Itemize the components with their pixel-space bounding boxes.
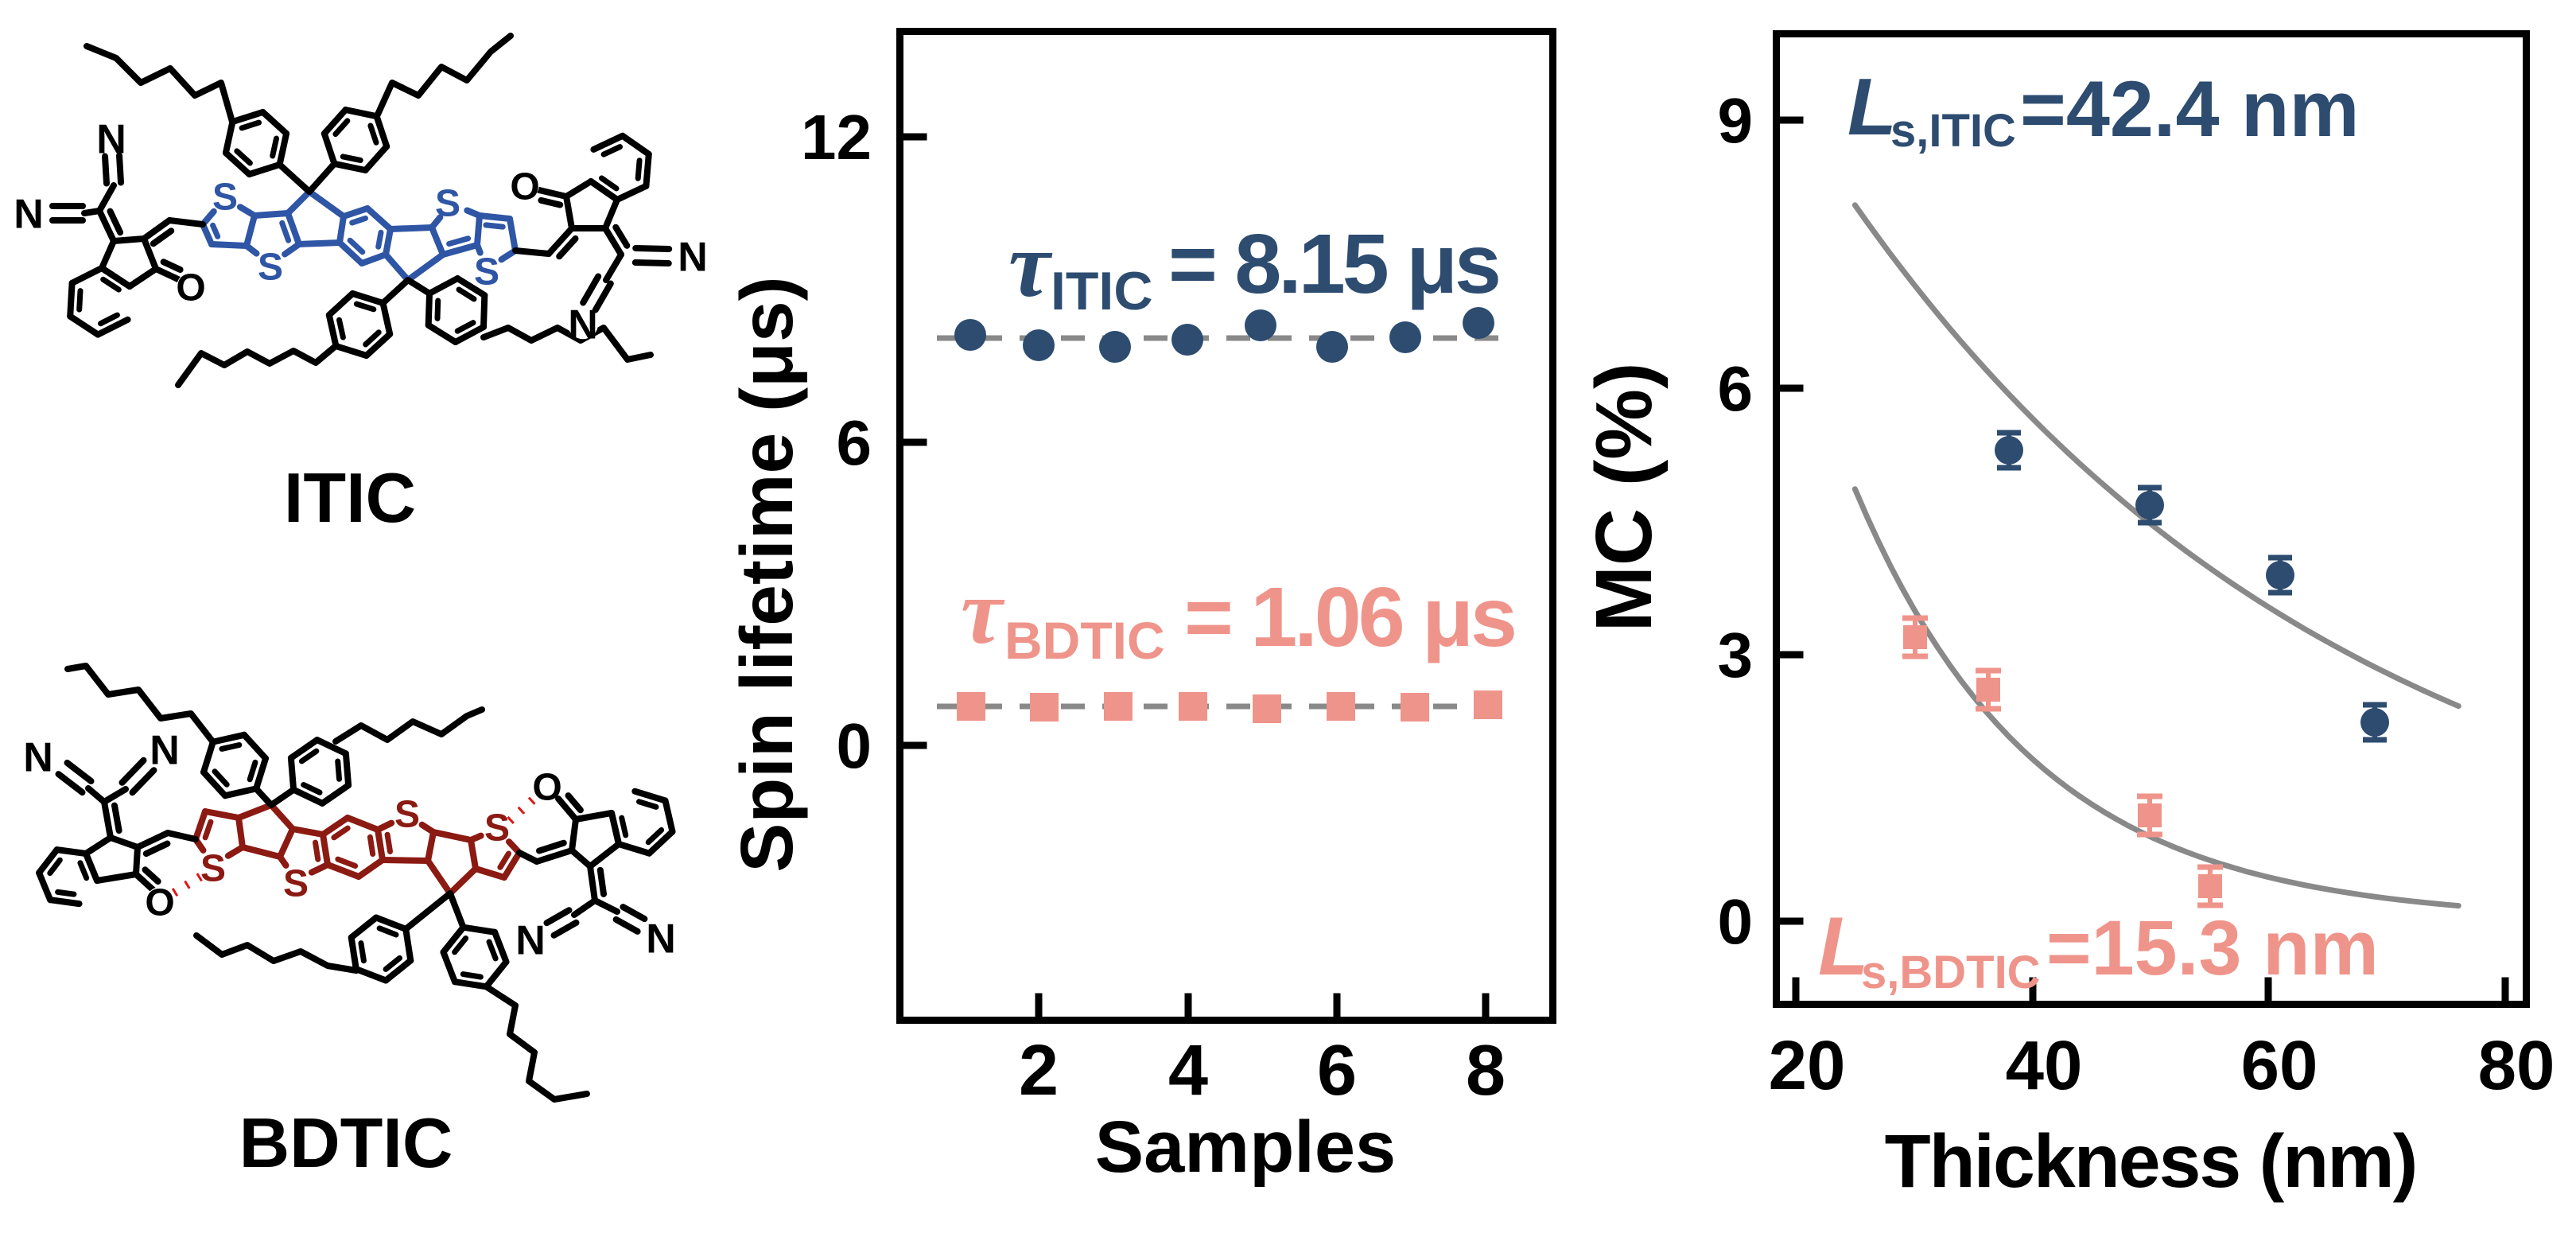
svg-text:S: S	[200, 847, 226, 889]
svg-text:MC (%): MC (%)	[1579, 363, 1669, 632]
svg-text:Samples: Samples	[1095, 1107, 1396, 1188]
svg-text:N: N	[23, 735, 53, 781]
svg-text:S: S	[484, 807, 510, 849]
svg-text:S: S	[394, 793, 420, 835]
svg-text:3: 3	[1718, 620, 1754, 690]
svg-text:N: N	[568, 302, 598, 348]
svg-text:60: 60	[2241, 1027, 2318, 1104]
svg-text:Spin lifetime (μs): Spin lifetime (μs)	[725, 276, 808, 872]
svg-text:80: 80	[2478, 1027, 2555, 1104]
svg-text:=42.4 nm: =42.4 nm	[2020, 64, 2360, 153]
svg-text:6: 6	[1718, 353, 1754, 424]
svg-text:N: N	[14, 192, 44, 238]
svg-text:τ: τ	[1008, 212, 1053, 317]
svg-text:O: O	[145, 881, 174, 924]
svg-text:8: 8	[1466, 1031, 1506, 1111]
svg-text:4: 4	[1168, 1031, 1208, 1111]
svg-text:O: O	[510, 165, 539, 208]
svg-text:s,ITIC: s,ITIC	[1890, 105, 2016, 157]
svg-text:0: 0	[1718, 886, 1754, 957]
svg-text:= 8.15 μs: = 8.15 μs	[1168, 217, 1498, 311]
svg-text:L: L	[1847, 63, 1897, 152]
svg-text:40: 40	[2006, 1027, 2083, 1104]
svg-text:BDTIC: BDTIC	[239, 1103, 453, 1182]
svg-text:τ: τ	[961, 559, 1005, 663]
svg-text:ITIC: ITIC	[284, 458, 416, 537]
svg-text:O: O	[176, 266, 205, 309]
svg-text:N: N	[96, 117, 126, 163]
svg-text:N: N	[678, 235, 708, 281]
svg-text:20: 20	[1769, 1027, 1846, 1104]
svg-text:Thickness (nm): Thickness (nm)	[1885, 1119, 2417, 1204]
svg-text:N: N	[646, 916, 676, 963]
svg-text:=15.3 nm: =15.3 nm	[2046, 904, 2379, 991]
svg-text:S: S	[283, 862, 309, 904]
svg-text:N: N	[150, 728, 180, 774]
svg-text:L: L	[1818, 901, 1869, 993]
svg-text:S: S	[474, 251, 499, 293]
svg-text:N: N	[515, 918, 546, 964]
svg-text:S: S	[258, 246, 283, 288]
svg-text:O: O	[532, 766, 561, 808]
svg-text:S: S	[435, 182, 460, 224]
svg-text:2: 2	[1019, 1031, 1059, 1111]
svg-text:BDTIC: BDTIC	[1004, 611, 1165, 670]
svg-text:s,BDTIC: s,BDTIC	[1861, 947, 2041, 998]
svg-text:6: 6	[837, 407, 872, 478]
svg-text:6: 6	[1317, 1031, 1357, 1111]
svg-text:12: 12	[801, 102, 872, 173]
svg-text:ITIC: ITIC	[1051, 261, 1152, 321]
svg-text:= 1.06 μs: = 1.06 μs	[1184, 570, 1514, 664]
svg-text:0: 0	[837, 710, 872, 781]
svg-text:S: S	[212, 176, 238, 218]
svg-text:9: 9	[1718, 85, 1754, 156]
